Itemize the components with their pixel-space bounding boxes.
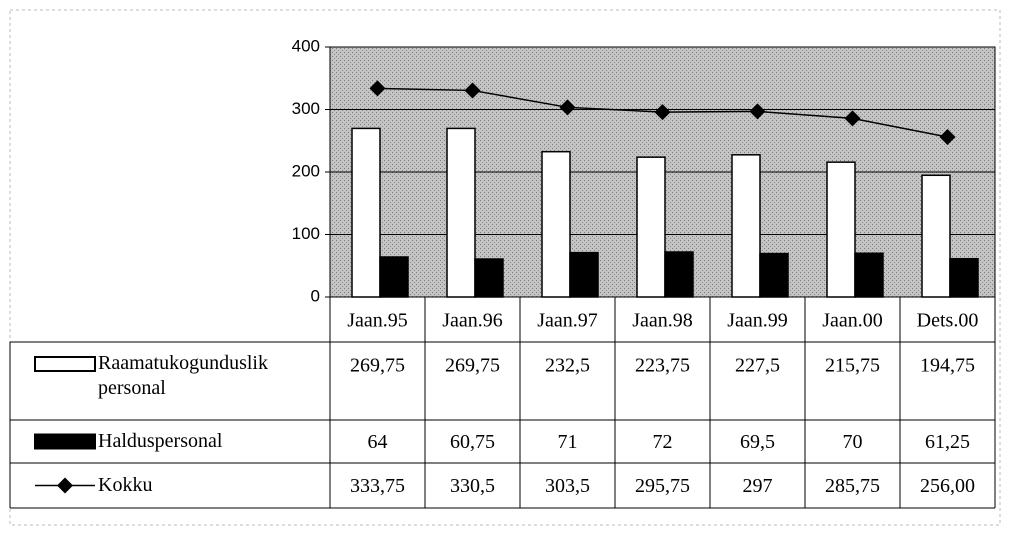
bar: [664, 251, 694, 298]
y-tick-label: 200: [292, 161, 320, 180]
table-value: 227,5: [735, 355, 780, 377]
table-value: 194,75: [920, 355, 975, 377]
table-value: 72: [653, 431, 673, 453]
bar: [826, 161, 856, 298]
table-value: 285,75: [825, 475, 880, 497]
table-value: 297: [743, 475, 773, 497]
marker: [939, 129, 956, 145]
table-value: 303,5: [545, 475, 590, 497]
x-tick-label: Jaan.98: [632, 310, 693, 332]
marker: [559, 99, 576, 116]
y-tick-label: 100: [292, 224, 320, 243]
bar: [474, 258, 504, 298]
marker: [749, 103, 766, 120]
table-value: 61,25: [925, 431, 970, 453]
bar: [446, 127, 476, 298]
y-tick-label: 300: [292, 99, 320, 118]
frame: [9, 9, 1001, 526]
bar: [759, 252, 789, 298]
table-value: 333,75: [350, 475, 405, 497]
bar: [921, 174, 951, 298]
table-value: 269,75: [350, 355, 405, 377]
x-tick-label: Jaan.96: [442, 310, 503, 332]
table-value: 223,75: [635, 355, 690, 377]
y-tick-label: 400: [292, 36, 320, 55]
legend-label: Halduspersonal: [98, 429, 223, 452]
table-value: 70: [843, 431, 863, 453]
bar: [636, 156, 666, 298]
marker: [654, 104, 671, 121]
y-tick-label: 0: [311, 286, 320, 305]
legend-label: Raamatukogunduslik personal: [98, 352, 268, 399]
table-value: 295,75: [635, 475, 690, 497]
table-value: 71: [558, 431, 578, 453]
x-tick-label: Jaan.00: [822, 310, 883, 332]
bar: [351, 127, 381, 298]
marker: [369, 80, 386, 97]
table-value: 256,00: [920, 475, 975, 497]
table-value: 215,75: [825, 355, 880, 377]
bar: [731, 154, 761, 298]
legend-label: Kokku: [98, 473, 153, 496]
x-tick-label: Dets.00: [917, 310, 979, 332]
bar: [854, 252, 884, 298]
bar: [949, 257, 979, 298]
bar: [379, 256, 409, 298]
table-value: 232,5: [545, 355, 590, 377]
legend-icon: [34, 356, 96, 372]
x-tick-label: Jaan.97: [537, 310, 598, 332]
bar: [569, 251, 599, 298]
table-value: 269,75: [445, 355, 500, 377]
x-tick-label: Jaan.99: [727, 310, 788, 332]
x-tick-label: Jaan.95: [347, 310, 408, 332]
bar: [541, 150, 571, 298]
legend-icon: [57, 477, 73, 494]
table-value: 64: [368, 431, 388, 453]
table-value: 60,75: [450, 431, 495, 453]
marker: [844, 110, 861, 127]
table-value: 69,5: [740, 431, 775, 453]
table-value: 330,5: [450, 475, 495, 497]
marker: [464, 82, 481, 99]
legend-icon: [34, 433, 96, 450]
